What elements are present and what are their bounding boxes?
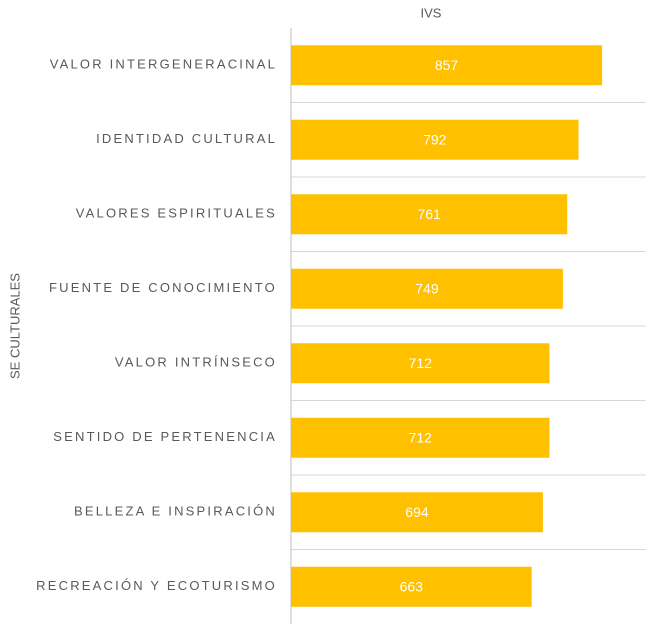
- data-label: 694: [405, 504, 429, 520]
- y-tick-label: FUENTE DE CONOCIMIENTO: [49, 280, 277, 295]
- y-tick-label: RECREACIÓN Y ECOTURISMO: [36, 578, 277, 593]
- y-tick-label: VALOR INTERGENERACINAL: [50, 57, 277, 72]
- data-label: 663: [400, 578, 424, 594]
- y-tick-label: IDENTIDAD CULTURAL: [96, 131, 277, 146]
- data-label: 749: [415, 280, 439, 296]
- bar: [291, 268, 563, 309]
- bar: [291, 194, 568, 235]
- y-tick-label: VALOR INTRÍNSECO: [115, 355, 277, 370]
- chart-title: IVS: [421, 5, 442, 20]
- y-axis-label: SE CULTURALES: [7, 273, 22, 379]
- bar: [291, 343, 550, 384]
- data-label: 792: [423, 131, 447, 147]
- data-label: 712: [409, 355, 433, 371]
- y-tick-label: BELLEZA E INSPIRACIÓN: [74, 504, 277, 519]
- data-label: 761: [417, 206, 441, 222]
- bar: [291, 417, 550, 458]
- bar: [291, 566, 532, 607]
- bar: [291, 492, 543, 533]
- data-label: 857: [435, 57, 459, 73]
- data-label: 712: [409, 429, 433, 445]
- y-tick-label: SENTIDO DE PERTENENCIA: [53, 429, 277, 444]
- bar: [291, 45, 603, 86]
- y-tick-label: VALORES ESPIRITUALES: [76, 206, 277, 221]
- bar: [291, 119, 579, 160]
